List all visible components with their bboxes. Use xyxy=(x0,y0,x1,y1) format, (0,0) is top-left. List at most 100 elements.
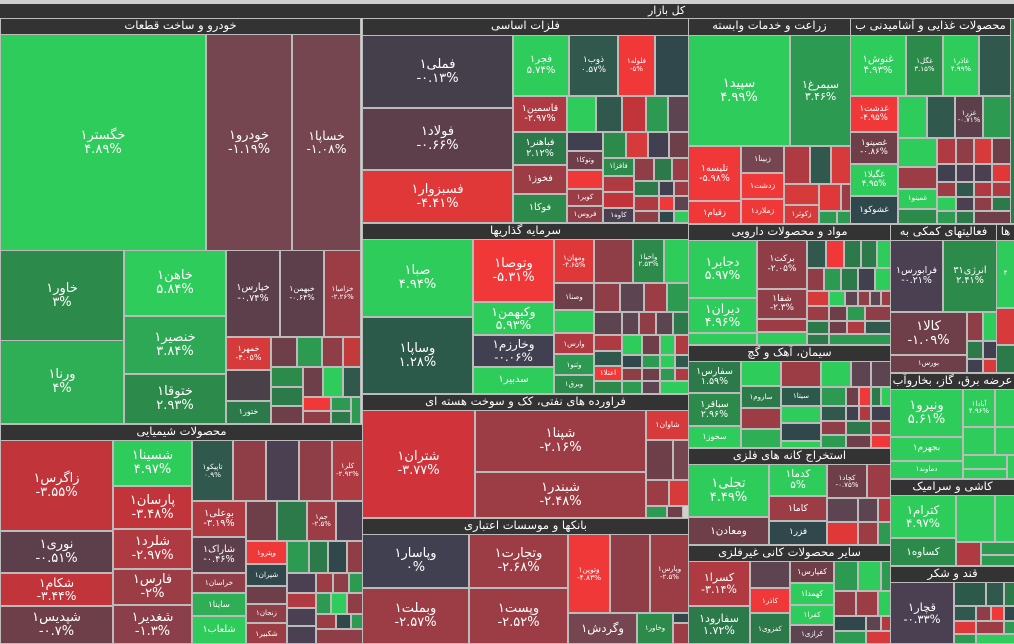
sector-header[interactable]: سیمان، آهک و گچ xyxy=(688,345,891,362)
stock-tile[interactable] xyxy=(954,621,976,634)
stock-tile[interactable]: فخوز۱ xyxy=(513,165,567,194)
stock-tile[interactable] xyxy=(634,211,659,223)
stock-tile[interactable] xyxy=(837,211,851,224)
stock-tile[interactable] xyxy=(847,306,865,321)
stock-tile[interactable] xyxy=(648,132,669,158)
stock-tile[interactable]: غمینو۱ xyxy=(898,189,937,209)
stock-tile[interactable] xyxy=(567,132,603,151)
stock-tile[interactable] xyxy=(859,406,871,421)
sector-header[interactable]: زراعت و خدمات وابسته xyxy=(688,18,851,36)
stock-tile[interactable]: دجابر۱ ۵.۹۷% xyxy=(688,240,757,298)
stock-tile[interactable] xyxy=(1004,582,1014,606)
stock-tile[interactable] xyxy=(781,361,821,387)
stock-tile[interactable]: وثنو۱ xyxy=(554,354,594,375)
stock-tile[interactable]: فزر۱ xyxy=(769,521,827,545)
stock-tile[interactable] xyxy=(316,573,333,593)
stock-tile[interactable]: بوعلی۱ -۳.۱۹% xyxy=(192,501,246,537)
stock-tile[interactable] xyxy=(309,541,328,573)
sector-header[interactable]: محصولات شیمیایی xyxy=(0,424,363,441)
stock-tile[interactable] xyxy=(667,283,689,312)
stock-tile[interactable]: کالا۱ -۱.۰۹% xyxy=(890,312,967,355)
stock-tile[interactable]: غگل۱ ۳.۱۵% xyxy=(906,35,943,96)
stock-tile[interactable] xyxy=(642,335,660,355)
stock-tile[interactable] xyxy=(821,361,851,387)
stock-tile[interactable]: وپست۱ -۲.۵۲% xyxy=(469,588,568,644)
stock-tile[interactable]: خاهن۱ ۵.۸۴% xyxy=(124,250,226,316)
stock-tile[interactable] xyxy=(343,367,361,397)
stock-tile[interactable] xyxy=(594,239,633,283)
stock-tile[interactable] xyxy=(870,291,881,306)
stock-tile[interactable]: زدشت۱ xyxy=(741,173,784,199)
stock-tile[interactable] xyxy=(226,370,271,401)
stock-tile[interactable]: ومهان۱ -۴.۶۵% xyxy=(554,239,594,283)
stock-tile[interactable]: وخاور۱ xyxy=(637,613,673,644)
stock-tile[interactable] xyxy=(323,367,343,397)
stock-tile[interactable]: جم۱ -۲.۵% xyxy=(307,501,336,541)
stock-tile[interactable] xyxy=(271,387,303,406)
stock-tile[interactable] xyxy=(622,381,642,394)
stock-tile[interactable] xyxy=(639,312,656,335)
stock-tile[interactable]: تلیسه۱ -۵.۹۸% xyxy=(688,146,741,201)
stock-tile[interactable] xyxy=(898,209,937,224)
stock-tile[interactable] xyxy=(567,96,596,132)
stock-tile[interactable] xyxy=(328,541,347,573)
stock-tile[interactable]: شلعاب۱ xyxy=(192,616,246,644)
stock-tile[interactable] xyxy=(688,333,757,345)
stock-tile[interactable] xyxy=(956,211,974,224)
stock-tile[interactable]: شتران۱ -۳.۷۷% xyxy=(362,410,475,518)
stock-tile[interactable] xyxy=(995,427,1014,455)
stock-tile[interactable] xyxy=(819,184,841,211)
stock-tile[interactable]: خزامیا۱ -۲.۲۶% xyxy=(324,250,361,337)
stock-tile[interactable] xyxy=(956,495,995,542)
stock-tile[interactable] xyxy=(807,268,824,291)
stock-tile[interactable]: زنجان۱ xyxy=(246,604,287,623)
stock-tile[interactable] xyxy=(992,138,1011,164)
stock-tile[interactable]: کلر۱ -۲.۹۲% xyxy=(332,440,363,501)
stock-tile[interactable] xyxy=(954,606,976,621)
stock-tile[interactable]: زکوثر۱ xyxy=(784,205,819,224)
stock-tile[interactable] xyxy=(866,631,891,644)
stock-tile[interactable]: شکام۱ -۳.۴۴% xyxy=(0,573,113,606)
stock-tile[interactable]: وتوین۱ -۴.۸۳% xyxy=(568,534,610,613)
stock-tile[interactable] xyxy=(750,561,790,588)
stock-tile[interactable] xyxy=(316,614,336,629)
stock-tile[interactable] xyxy=(831,146,851,184)
stock-tile[interactable] xyxy=(287,608,316,626)
stock-tile[interactable] xyxy=(287,626,316,644)
stock-tile[interactable] xyxy=(660,381,689,394)
stock-tile[interactable] xyxy=(967,359,983,373)
sector-header[interactable]: فراورده های نفتی، کک و سوخت هسته ای xyxy=(362,394,689,411)
stock-tile[interactable]: وارس۱ xyxy=(554,333,594,354)
stock-tile[interactable]: ختور۱ xyxy=(226,401,271,424)
stock-tile[interactable]: اعتلا۱ xyxy=(594,366,622,381)
stock-tile[interactable]: زاگرس۱ -۳.۵۵% xyxy=(0,440,113,531)
stock-tile[interactable] xyxy=(674,181,689,196)
stock-tile[interactable] xyxy=(937,197,956,211)
stock-tile[interactable] xyxy=(781,406,821,423)
stock-tile[interactable]: شفا۱ -۲.۳% xyxy=(757,289,807,319)
stock-tile[interactable] xyxy=(594,312,622,335)
stock-tile[interactable] xyxy=(299,440,332,501)
stock-tile[interactable] xyxy=(674,211,689,223)
stock-tile[interactable]: دیران۱ ۴.۹۶% xyxy=(688,298,757,333)
stock-tile[interactable] xyxy=(821,435,846,448)
stock-tile[interactable] xyxy=(846,435,871,448)
stock-tile[interactable] xyxy=(974,182,992,197)
stock-tile[interactable] xyxy=(937,211,956,224)
stock-tile[interactable] xyxy=(594,335,622,351)
stock-tile[interactable] xyxy=(669,132,689,158)
stock-tile[interactable]: شپدیس۱ -۰.۷% xyxy=(0,606,113,644)
stock-tile[interactable]: وصنا۱ xyxy=(554,283,594,310)
stock-tile[interactable] xyxy=(829,306,847,321)
stock-tile[interactable] xyxy=(672,158,689,181)
stock-tile[interactable]: خگستر۱ ۴.۸۹% xyxy=(0,34,206,251)
stock-tile[interactable]: وکبهمن۱ ۵.۹۳% xyxy=(473,302,554,335)
stock-tile[interactable] xyxy=(271,406,303,424)
stock-tile[interactable] xyxy=(603,132,626,158)
stock-tile[interactable] xyxy=(956,182,974,197)
stock-tile[interactable] xyxy=(303,397,331,411)
stock-tile[interactable] xyxy=(871,406,891,421)
stock-tile[interactable] xyxy=(844,240,861,268)
stock-tile[interactable] xyxy=(851,361,871,387)
stock-tile[interactable] xyxy=(603,192,634,208)
